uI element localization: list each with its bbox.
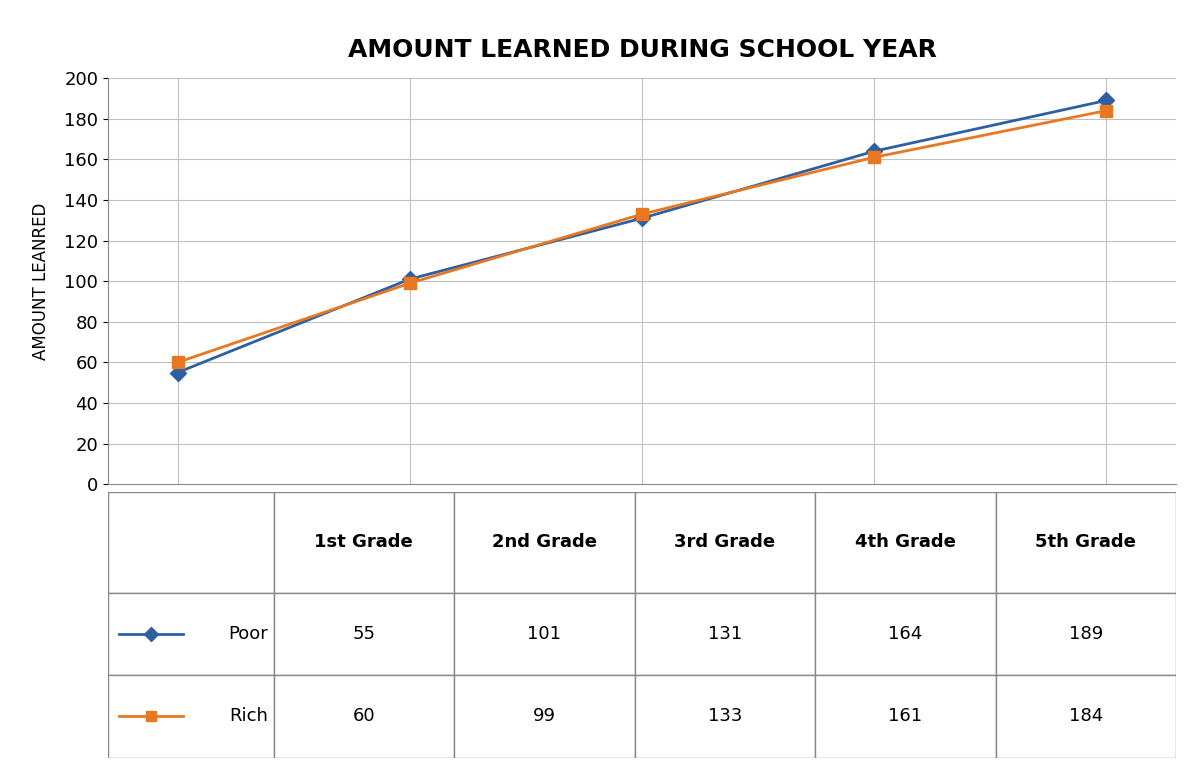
Text: 164: 164 xyxy=(888,625,923,643)
FancyBboxPatch shape xyxy=(635,593,815,676)
FancyBboxPatch shape xyxy=(274,593,454,676)
Poor xyxy=(170,368,185,377)
Text: 2nd Grade: 2nd Grade xyxy=(492,533,596,551)
Poor xyxy=(403,274,418,284)
FancyBboxPatch shape xyxy=(996,492,1176,593)
FancyBboxPatch shape xyxy=(454,492,635,593)
Text: Rich: Rich xyxy=(229,708,269,726)
FancyBboxPatch shape xyxy=(108,593,274,676)
Poor xyxy=(866,147,881,156)
FancyBboxPatch shape xyxy=(108,492,274,593)
Rich xyxy=(635,209,649,219)
FancyBboxPatch shape xyxy=(635,492,815,593)
Text: 133: 133 xyxy=(708,708,742,726)
Text: 189: 189 xyxy=(1069,625,1103,643)
Poor xyxy=(635,213,649,223)
Text: 55: 55 xyxy=(353,625,376,643)
Text: 161: 161 xyxy=(888,708,923,726)
Text: 99: 99 xyxy=(533,708,556,726)
Rich xyxy=(403,279,418,288)
FancyBboxPatch shape xyxy=(635,676,815,758)
Rich xyxy=(866,152,881,162)
Text: Poor: Poor xyxy=(228,625,269,643)
Text: 60: 60 xyxy=(353,708,376,726)
FancyBboxPatch shape xyxy=(454,593,635,676)
Poor xyxy=(1099,96,1114,105)
FancyBboxPatch shape xyxy=(815,492,996,593)
Text: 131: 131 xyxy=(708,625,742,643)
Rich xyxy=(170,358,185,367)
Text: 4th Grade: 4th Grade xyxy=(854,533,955,551)
FancyBboxPatch shape xyxy=(996,593,1176,676)
FancyBboxPatch shape xyxy=(274,676,454,758)
Rich xyxy=(1099,106,1114,116)
Text: 101: 101 xyxy=(527,625,562,643)
Text: 5th Grade: 5th Grade xyxy=(1036,533,1136,551)
Line: Poor: Poor xyxy=(172,95,1112,378)
FancyBboxPatch shape xyxy=(454,676,635,758)
FancyBboxPatch shape xyxy=(815,593,996,676)
Text: 3rd Grade: 3rd Grade xyxy=(674,533,775,551)
FancyBboxPatch shape xyxy=(108,676,274,758)
Text: 184: 184 xyxy=(1069,708,1103,726)
Text: 1st Grade: 1st Grade xyxy=(314,533,413,551)
Title: AMOUNT LEARNED DURING SCHOOL YEAR: AMOUNT LEARNED DURING SCHOOL YEAR xyxy=(348,38,936,62)
Line: Rich: Rich xyxy=(172,105,1112,368)
Y-axis label: AMOUNT LEANRED: AMOUNT LEANRED xyxy=(32,202,50,360)
FancyBboxPatch shape xyxy=(996,676,1176,758)
FancyBboxPatch shape xyxy=(815,676,996,758)
FancyBboxPatch shape xyxy=(274,492,454,593)
